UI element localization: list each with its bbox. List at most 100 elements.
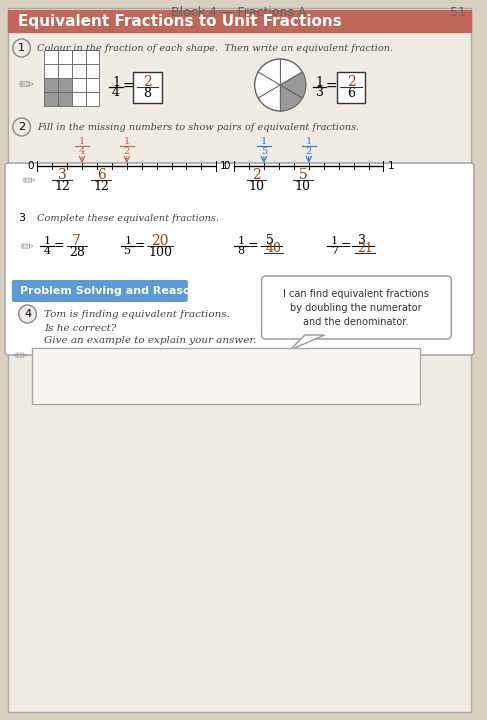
Text: 10: 10 xyxy=(295,179,311,192)
Bar xyxy=(72,50,86,64)
Text: 3: 3 xyxy=(316,86,323,99)
Text: 1: 1 xyxy=(124,137,130,145)
Bar xyxy=(72,64,86,78)
Bar xyxy=(58,78,72,92)
Circle shape xyxy=(13,209,31,227)
Text: 4: 4 xyxy=(44,246,51,256)
Text: 7: 7 xyxy=(331,246,338,256)
Text: 12: 12 xyxy=(54,179,70,192)
Wedge shape xyxy=(280,72,306,98)
Text: 2: 2 xyxy=(252,168,261,182)
Text: 2: 2 xyxy=(124,146,130,156)
Text: 1: 1 xyxy=(306,137,312,145)
Text: 0: 0 xyxy=(27,161,34,171)
Text: 1: 1 xyxy=(237,236,244,246)
Text: 2: 2 xyxy=(18,122,25,132)
Text: ✎: ✎ xyxy=(12,345,32,365)
Bar xyxy=(86,64,99,78)
Text: =: = xyxy=(122,80,133,94)
Bar xyxy=(86,78,99,92)
Text: 4: 4 xyxy=(112,86,120,99)
Text: 1: 1 xyxy=(220,161,227,171)
Text: 1: 1 xyxy=(124,236,131,246)
FancyBboxPatch shape xyxy=(33,348,420,404)
FancyBboxPatch shape xyxy=(337,71,365,102)
Text: 5: 5 xyxy=(261,146,267,156)
Text: 6: 6 xyxy=(97,168,106,182)
Text: 2: 2 xyxy=(143,75,152,89)
Text: 4: 4 xyxy=(24,309,31,319)
Bar xyxy=(44,92,58,106)
Text: 3: 3 xyxy=(57,168,66,182)
Text: 1: 1 xyxy=(79,137,85,145)
Text: ✎: ✎ xyxy=(16,72,39,96)
Text: 51: 51 xyxy=(450,6,466,19)
Text: 10: 10 xyxy=(249,179,264,192)
FancyBboxPatch shape xyxy=(352,245,378,261)
FancyBboxPatch shape xyxy=(290,166,316,194)
Circle shape xyxy=(255,59,306,111)
Text: 28: 28 xyxy=(69,246,85,258)
Text: Is he correct?: Is he correct? xyxy=(44,323,116,333)
Text: 5: 5 xyxy=(299,168,307,182)
Bar xyxy=(86,50,99,64)
Text: 40: 40 xyxy=(265,241,281,254)
Text: 5: 5 xyxy=(124,246,131,256)
Bar xyxy=(58,92,72,106)
Text: 1: 1 xyxy=(387,161,394,171)
Text: 1: 1 xyxy=(261,137,267,145)
FancyBboxPatch shape xyxy=(262,276,451,339)
Text: ✎: ✎ xyxy=(19,170,39,190)
Text: Block 4 — Fractions A: Block 4 — Fractions A xyxy=(171,6,307,19)
FancyBboxPatch shape xyxy=(12,280,188,302)
Text: 3: 3 xyxy=(18,213,25,223)
Bar xyxy=(8,10,471,32)
Bar xyxy=(86,92,99,106)
Text: 20: 20 xyxy=(151,234,169,248)
Text: Problem Solving and Reasoning: Problem Solving and Reasoning xyxy=(19,286,218,296)
FancyBboxPatch shape xyxy=(260,245,287,261)
Bar xyxy=(44,78,58,92)
FancyBboxPatch shape xyxy=(88,166,114,194)
Bar xyxy=(44,64,58,78)
Bar xyxy=(72,78,86,92)
Text: Colour in the fraction of each shape.  Then write an equivalent fraction.: Colour in the fraction of each shape. Th… xyxy=(37,43,393,53)
Text: 2: 2 xyxy=(306,146,312,156)
Bar xyxy=(58,50,72,64)
Text: 3: 3 xyxy=(358,233,366,246)
Text: Equivalent Fractions to Unit Fractions: Equivalent Fractions to Unit Fractions xyxy=(18,14,341,29)
Text: 4: 4 xyxy=(79,146,85,156)
Text: 5: 5 xyxy=(266,233,274,246)
FancyBboxPatch shape xyxy=(49,166,75,194)
Circle shape xyxy=(19,305,37,323)
Text: 2: 2 xyxy=(347,75,356,89)
Text: =: = xyxy=(247,240,258,253)
FancyBboxPatch shape xyxy=(133,71,162,102)
Text: Tom is finding equivalent fractions.: Tom is finding equivalent fractions. xyxy=(44,310,230,318)
Text: 1: 1 xyxy=(316,76,323,89)
FancyBboxPatch shape xyxy=(63,232,90,261)
Text: 8: 8 xyxy=(144,86,151,99)
Bar xyxy=(44,50,58,64)
Circle shape xyxy=(13,118,31,136)
Text: 100: 100 xyxy=(148,246,172,258)
Text: ✎: ✎ xyxy=(18,236,37,256)
Text: 7: 7 xyxy=(72,234,81,248)
Text: =: = xyxy=(54,240,64,253)
Text: 1: 1 xyxy=(18,43,25,53)
FancyBboxPatch shape xyxy=(244,166,270,194)
Text: Fill in the missing numbers to show pairs of equivalent fractions.: Fill in the missing numbers to show pair… xyxy=(37,122,359,132)
Text: 12: 12 xyxy=(94,179,109,192)
Text: Complete these equivalent fractions.: Complete these equivalent fractions. xyxy=(37,214,219,222)
Text: =: = xyxy=(325,80,337,94)
Circle shape xyxy=(13,39,31,57)
Text: =: = xyxy=(341,240,352,253)
Text: 1: 1 xyxy=(331,236,338,246)
Text: 1: 1 xyxy=(112,76,120,89)
Text: =: = xyxy=(134,240,145,253)
FancyBboxPatch shape xyxy=(8,8,471,712)
FancyBboxPatch shape xyxy=(5,163,474,355)
Text: 21: 21 xyxy=(357,241,373,254)
Bar xyxy=(58,64,72,78)
Text: 0: 0 xyxy=(224,161,230,171)
